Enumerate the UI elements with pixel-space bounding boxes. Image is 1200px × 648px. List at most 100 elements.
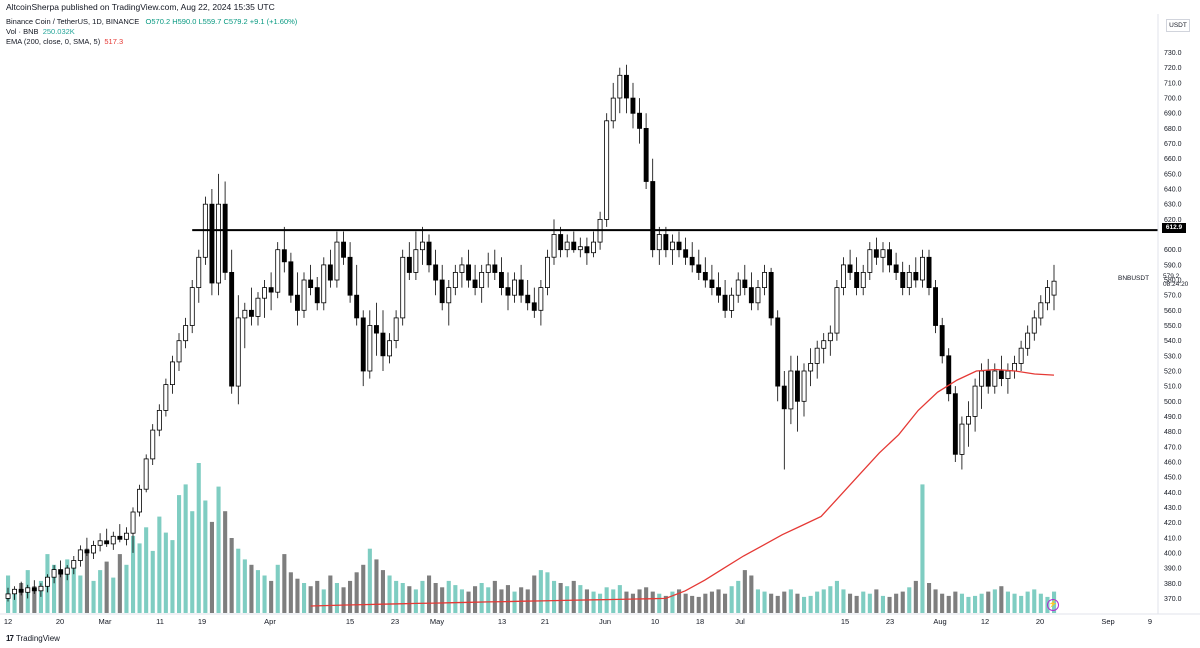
volume-bar [229, 538, 234, 613]
volume-bar [1025, 591, 1030, 613]
volume-bar [157, 516, 162, 613]
legend-symbol-row[interactable]: Binance Coin / TetherUS, 1D, BINANCE O57… [6, 17, 297, 27]
candle [564, 241, 570, 251]
legend-ema-value: 517.3 [104, 37, 124, 46]
candle [419, 241, 425, 251]
ema-line [310, 368, 1055, 607]
currency-button[interactable]: USDT [1166, 19, 1190, 32]
candle [834, 287, 840, 334]
candle [163, 384, 169, 411]
tradingview-logo[interactable]: 17 TradingView [6, 634, 60, 643]
volume-bar [190, 511, 195, 613]
volume-bar [959, 593, 964, 613]
candle [235, 317, 241, 387]
time-tick-label: 11 [156, 617, 164, 626]
candle [847, 264, 853, 273]
volume-bar [999, 586, 1004, 613]
candle [952, 393, 958, 455]
time-tick-label: 20 [56, 617, 64, 626]
volume-bar [887, 596, 892, 613]
candle [104, 540, 110, 545]
candle [64, 567, 70, 575]
price-axis[interactable]: 370.0 380.0 390.0 400.0 410.0 420.0 430.0 440.0… [1164, 50, 1182, 603]
candle [176, 340, 182, 363]
candle [308, 279, 314, 288]
volume-bar [867, 593, 872, 613]
volume-bar [361, 564, 366, 613]
volume-bar [91, 580, 96, 613]
volume-bar [644, 587, 649, 613]
candle [150, 429, 156, 460]
price-tick-label: 640.0 [1164, 187, 1182, 194]
candle [373, 325, 379, 334]
volume-bar [782, 591, 787, 613]
candle [466, 264, 471, 281]
volume-bar [736, 580, 741, 613]
candle [433, 264, 439, 281]
volume-bar [683, 593, 688, 613]
candle [183, 325, 189, 342]
volume-bar [538, 570, 543, 613]
candle [1012, 362, 1017, 372]
volume-bar [131, 535, 136, 613]
volume-bar [446, 580, 451, 613]
volume-bar [690, 595, 695, 613]
time-axis[interactable]: 12 20 Mar 11 19 Apr 15 23 May 13 21 Jun 10 18 Jul 15 23 A… [4, 617, 1152, 626]
time-tick-label: 23 [886, 617, 894, 626]
time-tick-label: 10 [651, 617, 659, 626]
volume-bar [459, 589, 464, 613]
legend-ema-row[interactable]: EMA (200, close, 0, SMA, 5) 517.3 [6, 37, 297, 47]
volume-bar [367, 548, 372, 613]
candle [406, 256, 412, 273]
candle [998, 370, 1004, 379]
volume-bar [163, 532, 168, 613]
price-tick-label: 560.0 [1164, 308, 1182, 315]
volume-bar [315, 580, 320, 613]
candle [367, 325, 373, 372]
volume-bar [1019, 595, 1024, 613]
candle [637, 112, 642, 129]
price-tick-label: 730.0 [1164, 50, 1182, 57]
time-tick-label: Aug [933, 617, 946, 626]
candle [887, 249, 892, 266]
volume-bar [966, 596, 971, 613]
volume-bar [150, 550, 155, 613]
candle [1031, 317, 1037, 334]
volume-bar [144, 527, 149, 613]
volume-bar [282, 554, 287, 613]
candle [795, 370, 800, 402]
candle [400, 256, 406, 319]
candle [12, 588, 17, 595]
price-tick-label: 650.0 [1164, 171, 1182, 178]
volume-bar [848, 593, 853, 613]
candle [604, 120, 610, 220]
candle [716, 287, 721, 296]
candle [387, 340, 392, 357]
candle [571, 241, 577, 251]
price-tick-label: 530.0 [1164, 353, 1182, 360]
candle [314, 287, 320, 304]
candle [748, 287, 754, 304]
candle [110, 535, 116, 545]
volume-bar [354, 572, 359, 613]
legend-volume-row[interactable]: Vol · BNB 250.032K [6, 27, 297, 37]
candle [229, 271, 235, 387]
volume-bar [749, 575, 754, 613]
candle [591, 241, 596, 254]
flash-icon[interactable]: ⚡ [1047, 599, 1059, 611]
volume-bar [137, 543, 142, 613]
volume-bar [479, 583, 484, 613]
candle [775, 317, 781, 387]
volume-bar [38, 580, 43, 613]
volume-bar [630, 593, 635, 613]
volume-bar [117, 554, 122, 613]
volume-bar [78, 575, 83, 613]
candle [1005, 370, 1011, 379]
candle [742, 279, 748, 288]
volume-bar [420, 580, 425, 613]
candle [663, 234, 669, 251]
candle [880, 249, 886, 258]
volume-bar [269, 580, 274, 613]
volume-bar [295, 578, 300, 613]
